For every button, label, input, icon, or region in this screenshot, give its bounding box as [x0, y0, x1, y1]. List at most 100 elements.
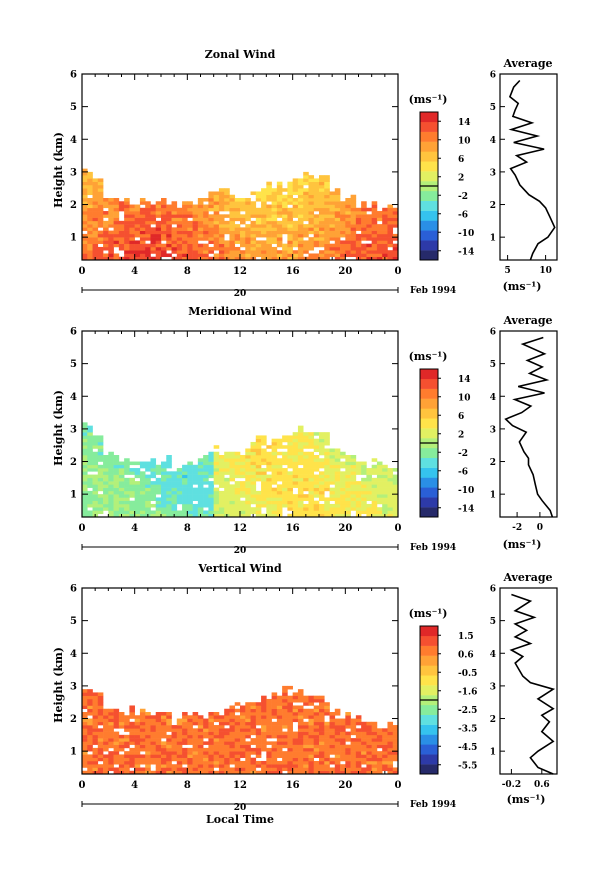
heatmap-cell — [324, 731, 330, 736]
heatmap-cell — [266, 751, 272, 755]
heatmap-cell — [192, 477, 199, 482]
heatmap-cell — [208, 728, 214, 732]
heatmap-cell — [250, 510, 257, 515]
colorbar-bin — [420, 388, 438, 399]
heatmap-cell — [134, 725, 141, 729]
heatmap-cell — [203, 461, 209, 466]
heatmap-cell — [292, 484, 299, 488]
heatmap-cell — [255, 702, 262, 706]
heatmap-cell — [203, 718, 209, 723]
heatmap-cell — [276, 214, 283, 218]
heatmap-cell — [376, 744, 383, 749]
heatmap-cell — [319, 698, 325, 703]
heatmap-cell — [366, 237, 372, 241]
heatmap-cell — [382, 474, 388, 479]
heatmap-cell — [124, 256, 130, 261]
heatmap-cell — [87, 425, 93, 430]
heatmap-cell — [271, 240, 278, 244]
heatmap-cell — [303, 494, 309, 498]
heatmap-cell — [176, 747, 183, 752]
colorbar-bin — [420, 398, 438, 409]
heatmap-cell — [87, 695, 93, 700]
heatmap-cell — [134, 227, 141, 231]
heatmap-cell — [303, 764, 309, 768]
heatmap-cell — [87, 240, 93, 244]
heatmap-cell — [387, 217, 394, 222]
heatmap-cell — [324, 764, 330, 768]
heatmap-cell — [292, 513, 299, 518]
heatmap-cell — [308, 227, 315, 231]
heatmap-cell — [245, 217, 251, 222]
y-tick-label: 2 — [70, 200, 77, 211]
heatmap-cell — [113, 754, 120, 758]
heatmap-cell — [266, 181, 272, 186]
heatmap-cell — [87, 455, 93, 459]
heatmap-cell — [350, 204, 357, 209]
heatmap-cell — [361, 760, 367, 765]
heatmap-cell — [366, 233, 372, 238]
heatmap-cell — [319, 214, 325, 218]
heatmap-cell — [139, 708, 146, 713]
heatmap-cell — [329, 191, 336, 196]
heatmap-cell — [303, 188, 309, 192]
heatmap-cell — [197, 227, 204, 231]
heatmap-cell — [187, 474, 193, 479]
heatmap-cell — [297, 445, 304, 449]
heatmap-cell — [97, 705, 104, 710]
heatmap-cell — [129, 751, 135, 755]
heatmap-cell — [155, 468, 162, 472]
heatmap-cell — [234, 201, 241, 205]
heatmap-cell — [366, 243, 372, 248]
heatmap-cell — [150, 770, 157, 775]
heatmap-cell — [282, 744, 288, 749]
heatmap-cell — [303, 246, 309, 251]
heatmap-cell — [208, 760, 214, 765]
heatmap-cell — [292, 747, 299, 752]
heatmap-cell — [229, 715, 236, 719]
heatmap-cell — [118, 764, 125, 768]
heatmap-cell — [387, 513, 394, 518]
heatmap-cell — [392, 510, 399, 515]
heatmap-cell — [134, 728, 141, 732]
heatmap-cell — [297, 211, 304, 215]
heatmap-cell — [229, 721, 236, 726]
heatmap-cell — [150, 757, 157, 762]
heatmap-cell — [245, 770, 251, 775]
heatmap-cell — [313, 474, 320, 479]
heatmap-cell — [387, 744, 394, 749]
heatmap-cell — [166, 738, 172, 742]
heatmap-cell — [145, 481, 151, 485]
heatmap-cell — [92, 747, 99, 752]
heatmap-cell — [376, 464, 383, 469]
heatmap-cell — [97, 198, 104, 202]
heatmap-cell — [371, 764, 378, 768]
heatmap-cell — [271, 497, 278, 501]
heatmap-cell — [171, 487, 178, 492]
heatmap-cell — [324, 188, 330, 192]
heatmap-cell — [82, 240, 88, 244]
heatmap-cell — [350, 220, 357, 225]
heatmap-cell — [282, 481, 288, 485]
heatmap-cell — [361, 217, 367, 222]
heatmap-cell — [218, 507, 225, 511]
heatmap-cell — [255, 451, 262, 456]
heatmap-cell — [313, 744, 320, 749]
heatmap-cell — [224, 230, 230, 235]
heatmap-cell — [371, 243, 378, 248]
heatmap-cell — [92, 484, 99, 488]
heatmap-cell — [387, 214, 394, 218]
heatmap-cell — [134, 513, 141, 518]
heatmap-cell — [161, 510, 167, 515]
heatmap-cell — [197, 461, 204, 466]
heatmap-cell — [208, 237, 214, 241]
heatmap-cell — [176, 728, 183, 732]
heatmap-cell — [166, 721, 172, 726]
heatmap-cell — [361, 751, 367, 755]
heatmap-cell — [292, 738, 299, 742]
heatmap-cell — [282, 721, 288, 726]
heatmap-cell — [187, 201, 193, 205]
heatmap-cell — [292, 503, 299, 508]
heatmap-cell — [97, 214, 104, 218]
heatmap-cell — [266, 510, 272, 515]
heatmap-cell — [103, 757, 109, 762]
